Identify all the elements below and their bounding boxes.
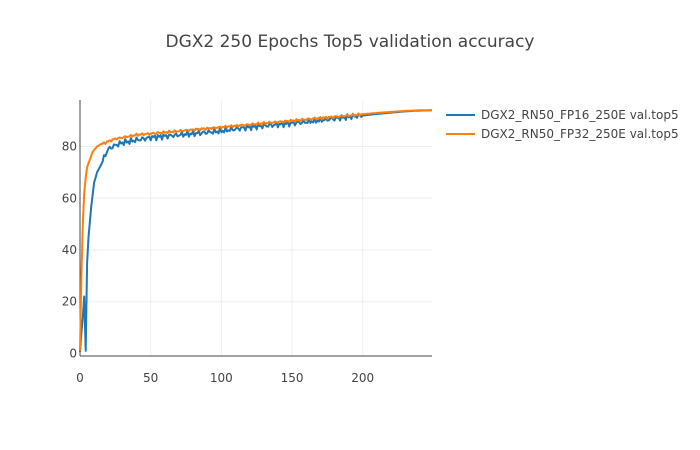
y-tick-label: 20 xyxy=(62,295,77,309)
y-tick-label: 0 xyxy=(69,346,77,360)
y-tick-label: 80 xyxy=(62,140,77,154)
y-tick-label: 60 xyxy=(62,191,77,205)
x-tick-label: 0 xyxy=(76,371,84,385)
series-lines[interactable] xyxy=(79,109,433,353)
legend-label[interactable]: DGX2_RN50_FP32_250E val.top5 xyxy=(481,127,679,141)
series-line-1[interactable] xyxy=(79,109,433,353)
series-line-2[interactable] xyxy=(79,109,432,351)
x-tick-label: 150 xyxy=(281,371,304,385)
x-tick-label: 200 xyxy=(351,371,374,385)
axes xyxy=(79,100,432,357)
y-tick-label: 40 xyxy=(62,243,77,257)
legend-label[interactable]: DGX2_RN50_FP16_250E val.top5 xyxy=(481,108,679,122)
chart-title: DGX2 250 Epochs Top5 validation accuracy xyxy=(165,32,535,52)
legend[interactable]: DGX2_RN50_FP16_250E val.top5 DGX2_RN50_FP… xyxy=(446,108,679,141)
x-tick-label: 50 xyxy=(143,371,158,385)
grid-lines xyxy=(80,100,432,356)
x-tick-label: 100 xyxy=(210,371,233,385)
tick-labels: 0 20 40 60 80 0 50 100 150 200 xyxy=(62,140,374,385)
